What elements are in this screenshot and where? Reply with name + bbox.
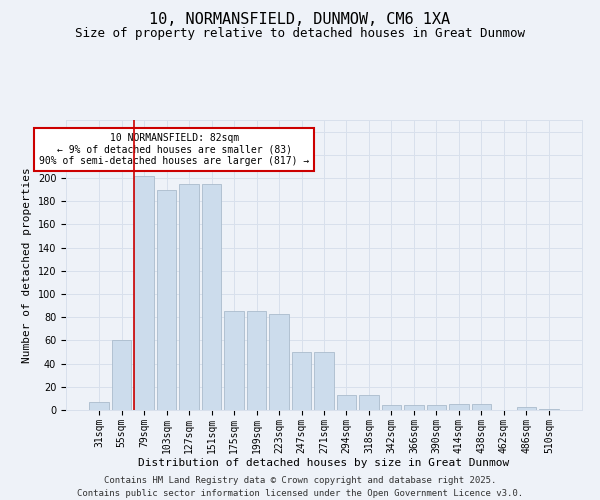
Bar xyxy=(89,402,109,410)
Bar xyxy=(382,406,401,410)
Bar xyxy=(134,176,154,410)
Bar xyxy=(539,409,559,410)
Bar xyxy=(427,406,446,410)
Bar xyxy=(247,312,266,410)
Bar xyxy=(202,184,221,410)
X-axis label: Distribution of detached houses by size in Great Dunmow: Distribution of detached houses by size … xyxy=(139,458,509,468)
Bar xyxy=(449,404,469,410)
Bar xyxy=(359,395,379,410)
Text: 10, NORMANSFIELD, DUNMOW, CM6 1XA: 10, NORMANSFIELD, DUNMOW, CM6 1XA xyxy=(149,12,451,28)
Bar xyxy=(404,406,424,410)
Y-axis label: Number of detached properties: Number of detached properties xyxy=(22,167,32,363)
Bar xyxy=(292,352,311,410)
Bar xyxy=(157,190,176,410)
Bar xyxy=(472,404,491,410)
Bar xyxy=(112,340,131,410)
Text: 10 NORMANSFIELD: 82sqm
← 9% of detached houses are smaller (83)
90% of semi-deta: 10 NORMANSFIELD: 82sqm ← 9% of detached … xyxy=(39,133,310,166)
Text: Size of property relative to detached houses in Great Dunmow: Size of property relative to detached ho… xyxy=(75,28,525,40)
Bar xyxy=(269,314,289,410)
Text: Contains HM Land Registry data © Crown copyright and database right 2025.
Contai: Contains HM Land Registry data © Crown c… xyxy=(77,476,523,498)
Bar xyxy=(517,406,536,410)
Bar xyxy=(337,395,356,410)
Bar xyxy=(179,184,199,410)
Bar xyxy=(224,312,244,410)
Bar xyxy=(314,352,334,410)
